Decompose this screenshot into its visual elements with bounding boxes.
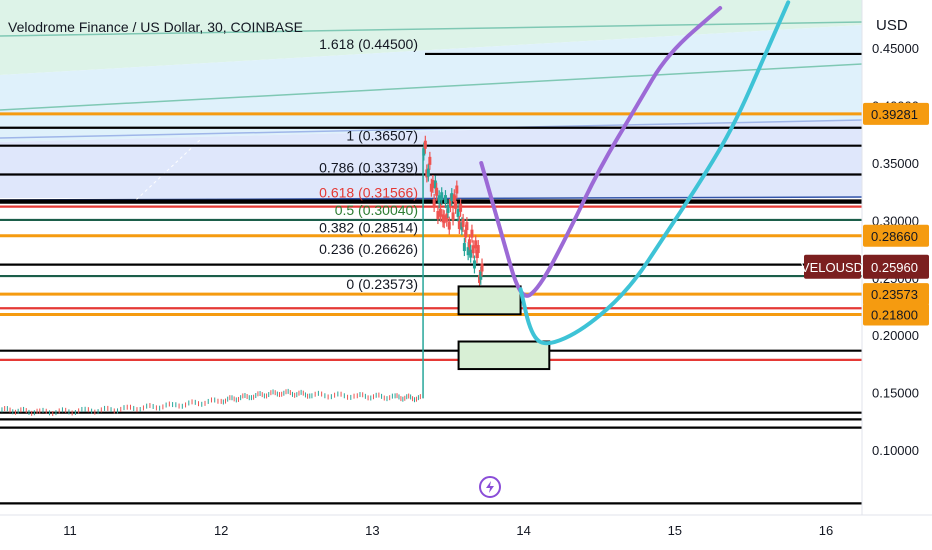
time-axis	[0, 515, 932, 550]
y-tick-label: 0.20000	[872, 328, 919, 343]
fib-label: 0.236 (0.26626)	[319, 241, 418, 257]
candle-body	[480, 263, 484, 272]
candle-body	[435, 187, 439, 196]
y-tick-label: 0.10000	[872, 443, 919, 458]
candle-body	[442, 215, 446, 224]
x-tick-label: 13	[365, 523, 379, 538]
candle-body	[476, 245, 480, 254]
candle-body	[474, 240, 478, 249]
x-tick-label: 11	[63, 523, 77, 538]
price-tag	[863, 303, 929, 326]
candle-body	[457, 221, 461, 230]
fib-label: 0.5 (0.30040)	[335, 202, 418, 218]
price-tags: 0.39281 0.28660 0.23573 0.21800 VELOUSD 0.259…	[801, 102, 929, 326]
price-tag	[863, 224, 929, 247]
candle-body	[470, 229, 474, 238]
price-tag-label: 0.21800	[871, 308, 918, 323]
currency-button[interactable]	[864, 6, 928, 42]
current-price-tag	[863, 254, 929, 279]
candle-body	[433, 180, 437, 189]
candle-body	[469, 249, 473, 258]
price-tag-label: 0.39281	[871, 107, 918, 122]
candle-body	[447, 221, 451, 230]
y-tick-label: 0.35000	[872, 156, 919, 171]
y-tick-label: 0.45000	[872, 41, 919, 56]
candle-body	[440, 192, 444, 201]
candle-body	[471, 245, 475, 254]
candle-body	[454, 200, 458, 209]
chart-title: Velodrome Finance / US Dollar, 30, COINB…	[8, 19, 303, 35]
candle-body	[449, 199, 453, 208]
candle-body	[450, 193, 454, 202]
current-price-label: 0.25960	[871, 260, 918, 275]
candle-body	[466, 247, 470, 256]
candle-body	[452, 194, 456, 203]
fib-trend-teal-2	[0, 63, 862, 111]
price-tag	[863, 102, 929, 125]
projections	[479, 0, 791, 346]
fib-label: 0 (0.23573)	[346, 276, 418, 292]
highlight-box	[457, 340, 551, 371]
symbol-tag-label: VELOUSD	[801, 260, 863, 275]
highlight-box	[457, 285, 522, 316]
projection-cyan	[518, 0, 791, 346]
candle-body	[423, 140, 427, 149]
x-tick-label: 16	[819, 523, 833, 538]
candle-body	[432, 198, 436, 207]
candle-body	[431, 180, 435, 189]
fib-trend-teal-1	[0, 21, 862, 37]
candle-body	[445, 213, 449, 222]
price-tag	[863, 283, 929, 306]
price-tag-label: 0.28660	[871, 229, 918, 244]
fib-label: 0.382 (0.28514)	[319, 219, 418, 235]
x-tick-label: 14	[516, 523, 530, 538]
fib-label: 0.786 (0.33739)	[319, 159, 418, 175]
candle-body	[461, 218, 465, 227]
fib-zone-green	[0, 0, 862, 75]
candle-body	[446, 204, 450, 213]
horizontal-lines	[0, 52, 862, 505]
x-tick-label: 15	[668, 523, 682, 538]
candle-body	[451, 212, 455, 221]
boxes	[457, 285, 551, 371]
candle-body	[425, 169, 429, 178]
fib-trend-blue	[0, 119, 862, 139]
candle-body	[472, 260, 476, 269]
candle-body	[465, 222, 469, 231]
candle-body	[428, 156, 432, 165]
candle-body	[479, 271, 483, 280]
y-tick-label: 0.15000	[872, 386, 919, 401]
fib-label: 0.618 (0.31566)	[319, 184, 418, 200]
candle-body	[422, 147, 426, 156]
symbol-tag	[804, 254, 861, 279]
x-ticks: 11 12 13 14 15 16	[63, 523, 833, 538]
fib-label: 1.618 (0.44500)	[319, 36, 418, 52]
candle-body	[426, 168, 430, 177]
fib-label: 1 (0.36507)	[346, 128, 418, 144]
candle-body	[456, 208, 460, 217]
x-tick-label: 12	[214, 523, 228, 538]
candle-body	[436, 211, 440, 220]
candle-body	[475, 249, 479, 258]
candle-body	[467, 239, 471, 248]
candle-body	[443, 195, 447, 204]
y-tick-label: 0.30000	[872, 213, 919, 228]
candle-body	[437, 195, 441, 204]
price-tag-label: 0.23573	[871, 287, 918, 302]
candle-body	[455, 185, 459, 194]
candle-body	[462, 243, 466, 252]
projection-purple	[479, 6, 723, 298]
currency-label[interactable]: USD	[876, 17, 908, 34]
lightning-icon[interactable]	[479, 476, 501, 498]
candle-body	[429, 183, 433, 192]
fib-labels: 1.618 (0.44500) 1 (0.36507) 0.786 (0.33739…	[319, 36, 418, 292]
candle-body	[438, 208, 442, 217]
candle-body	[464, 229, 468, 238]
candle-body	[459, 203, 463, 212]
